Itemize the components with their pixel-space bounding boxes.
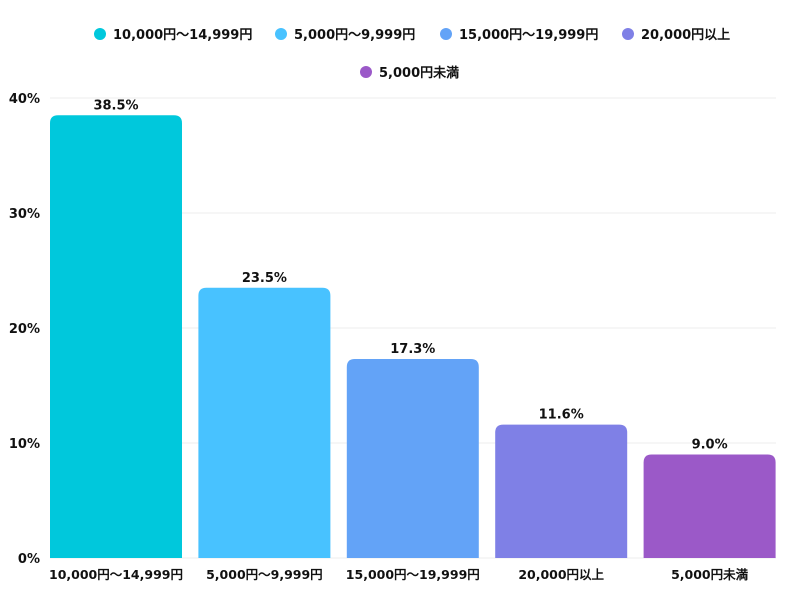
x-tick-label: 20,000円以上 xyxy=(518,567,604,582)
data-label: 38.5% xyxy=(93,98,138,113)
legend-swatch-icon xyxy=(360,66,372,78)
y-tick-label: 30% xyxy=(9,207,40,222)
legend-swatch-icon xyxy=(440,28,452,40)
legend-item: 10,000円〜14,999円 xyxy=(94,28,252,43)
legend-label: 5,000円未満 xyxy=(379,65,459,81)
legend-item: 15,000円〜19,999円 xyxy=(440,28,598,43)
legend-item: 5,000円未満 xyxy=(360,65,459,81)
bar xyxy=(495,424,628,558)
data-label: 23.5% xyxy=(242,271,287,286)
bar xyxy=(346,359,479,558)
bar xyxy=(50,115,182,558)
legend-item: 20,000円以上 xyxy=(622,28,730,43)
x-tick-label: 10,000円〜14,999円 xyxy=(49,567,183,582)
bar xyxy=(643,454,776,558)
y-tick-label: 0% xyxy=(18,552,40,567)
legend-item: 5,000円〜9,999円 xyxy=(275,28,415,43)
legend-label: 5,000円〜9,999円 xyxy=(294,28,415,43)
y-tick-label: 10% xyxy=(9,437,40,452)
legend-swatch-icon xyxy=(275,28,287,40)
legend: 10,000円〜14,999円 5,000円〜9,999円 15,000円〜19,9… xyxy=(94,28,730,81)
data-label: 9.0% xyxy=(692,438,728,453)
legend-label: 20,000円以上 xyxy=(641,28,730,43)
legend-label: 15,000円〜19,999円 xyxy=(459,28,598,43)
x-tick-label: 5,000円未満 xyxy=(671,567,749,582)
bar xyxy=(198,287,331,558)
legend-label: 10,000円〜14,999円 xyxy=(113,28,252,43)
data-label: 17.3% xyxy=(390,342,435,357)
y-tick-label: 40% xyxy=(9,92,40,107)
bars: 38.5% 23.5% 17.3% 11.6% 9.0% xyxy=(50,98,776,558)
legend-swatch-icon xyxy=(622,28,634,40)
x-axis: 10,000円〜14,999円 5,000円〜9,999円 15,000円〜19,9… xyxy=(49,567,749,582)
legend-swatch-icon xyxy=(94,28,106,40)
y-tick-label: 20% xyxy=(9,322,40,337)
y-axis: 0% 10% 20% 30% 40% xyxy=(9,92,40,567)
x-tick-label: 5,000円〜9,999円 xyxy=(206,567,323,582)
data-label: 11.6% xyxy=(539,408,584,423)
x-tick-label: 15,000円〜19,999円 xyxy=(346,567,480,582)
